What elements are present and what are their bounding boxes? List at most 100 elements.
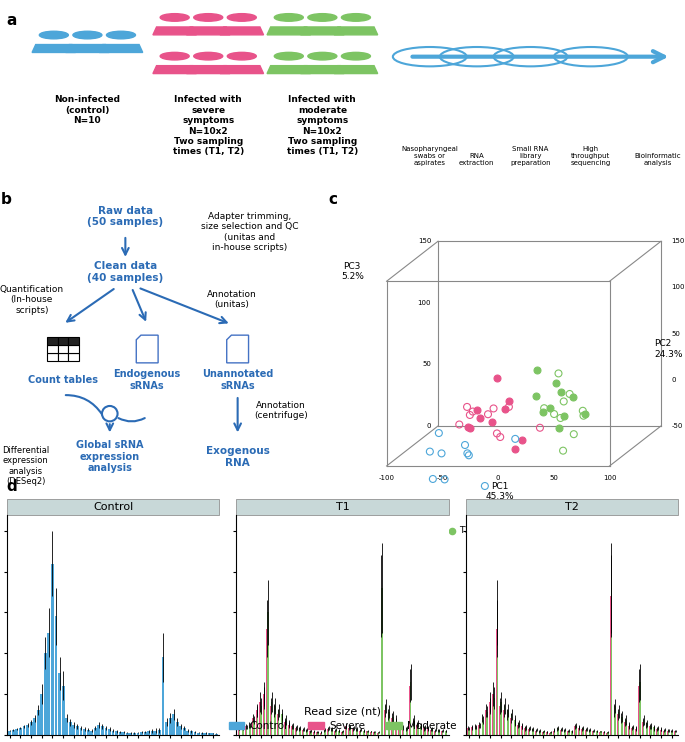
Bar [568, 731, 569, 735]
Bar [535, 731, 537, 735]
Bar [105, 728, 108, 735]
Text: Moderate: Moderate [466, 515, 512, 525]
Text: 50: 50 [549, 475, 558, 482]
Bar [162, 657, 164, 735]
Text: a: a [7, 13, 17, 27]
Circle shape [341, 13, 371, 22]
Bar [435, 729, 436, 735]
Bar [624, 723, 626, 735]
Bar [543, 732, 545, 735]
Bar [532, 729, 534, 735]
Point [462, 447, 473, 459]
Bar [646, 725, 647, 735]
Point [491, 427, 502, 439]
Point [510, 443, 521, 455]
Bar [675, 731, 677, 735]
FancyBboxPatch shape [466, 499, 678, 515]
Circle shape [194, 53, 223, 60]
Text: RNA
extraction: RNA extraction [459, 153, 495, 165]
Bar [112, 731, 114, 735]
Bar [479, 726, 480, 735]
Bar [649, 726, 651, 735]
Polygon shape [32, 45, 75, 53]
Bar [79, 728, 82, 735]
Bar [363, 731, 364, 735]
Bar [510, 718, 512, 735]
Bar [73, 725, 75, 735]
Bar [508, 710, 509, 735]
Bar [190, 732, 193, 735]
Bar [434, 731, 436, 735]
Bar [579, 727, 580, 735]
Bar [303, 729, 304, 735]
Bar [420, 726, 421, 735]
Bar [183, 728, 186, 735]
Bar [412, 723, 414, 735]
Text: Severe: Severe [353, 515, 386, 525]
Polygon shape [66, 45, 109, 53]
Point [545, 402, 556, 414]
FancyBboxPatch shape [47, 345, 58, 353]
Bar [614, 706, 616, 735]
Point [488, 402, 499, 414]
Point [460, 439, 471, 451]
Bar [475, 726, 476, 735]
Point [487, 416, 498, 427]
Text: T2: T2 [493, 526, 504, 535]
Bar [427, 729, 429, 735]
Bar [629, 725, 630, 735]
Bar [471, 727, 473, 735]
Bar [260, 702, 261, 735]
FancyBboxPatch shape [58, 345, 68, 353]
Circle shape [274, 53, 303, 60]
Bar [582, 728, 584, 735]
Point [555, 412, 566, 424]
Text: High
throughput
sequencing: High throughput sequencing [571, 145, 611, 165]
Bar [388, 712, 390, 735]
FancyBboxPatch shape [68, 353, 79, 361]
Text: T1: T1 [336, 502, 349, 512]
Point [464, 422, 475, 434]
Bar [525, 728, 526, 735]
Bar [592, 731, 594, 735]
Text: 150: 150 [418, 238, 431, 244]
Polygon shape [334, 27, 377, 35]
Bar [497, 612, 498, 735]
Bar [172, 715, 175, 735]
Bar [29, 723, 32, 735]
Bar [274, 706, 276, 735]
Bar [499, 706, 501, 735]
Bar [264, 698, 265, 735]
Bar [485, 710, 487, 735]
Bar [618, 712, 619, 735]
Bar [410, 682, 412, 735]
Bar [282, 715, 283, 735]
Bar [292, 726, 294, 735]
Bar [423, 728, 425, 735]
Point [479, 480, 490, 492]
Text: Nasopharyngeal
swabs or
aspirates: Nasopharyngeal swabs or aspirates [401, 145, 458, 165]
Bar [381, 596, 382, 735]
Bar [278, 710, 279, 735]
Point [340, 525, 351, 536]
Bar [313, 732, 314, 735]
Bar [489, 702, 490, 735]
Polygon shape [220, 65, 264, 73]
Bar [90, 731, 93, 735]
Bar [478, 725, 480, 735]
Bar [288, 725, 290, 735]
Bar [8, 731, 11, 735]
Bar [197, 732, 200, 735]
Point [439, 473, 450, 485]
Bar [367, 731, 369, 735]
Bar [395, 720, 397, 735]
Bar [549, 732, 551, 735]
Bar [349, 728, 350, 735]
Bar [176, 723, 179, 735]
Bar [392, 717, 394, 735]
Bar [204, 733, 207, 735]
Bar [607, 732, 609, 735]
Bar [19, 728, 22, 735]
Bar [391, 718, 393, 735]
Text: 100: 100 [671, 284, 685, 290]
